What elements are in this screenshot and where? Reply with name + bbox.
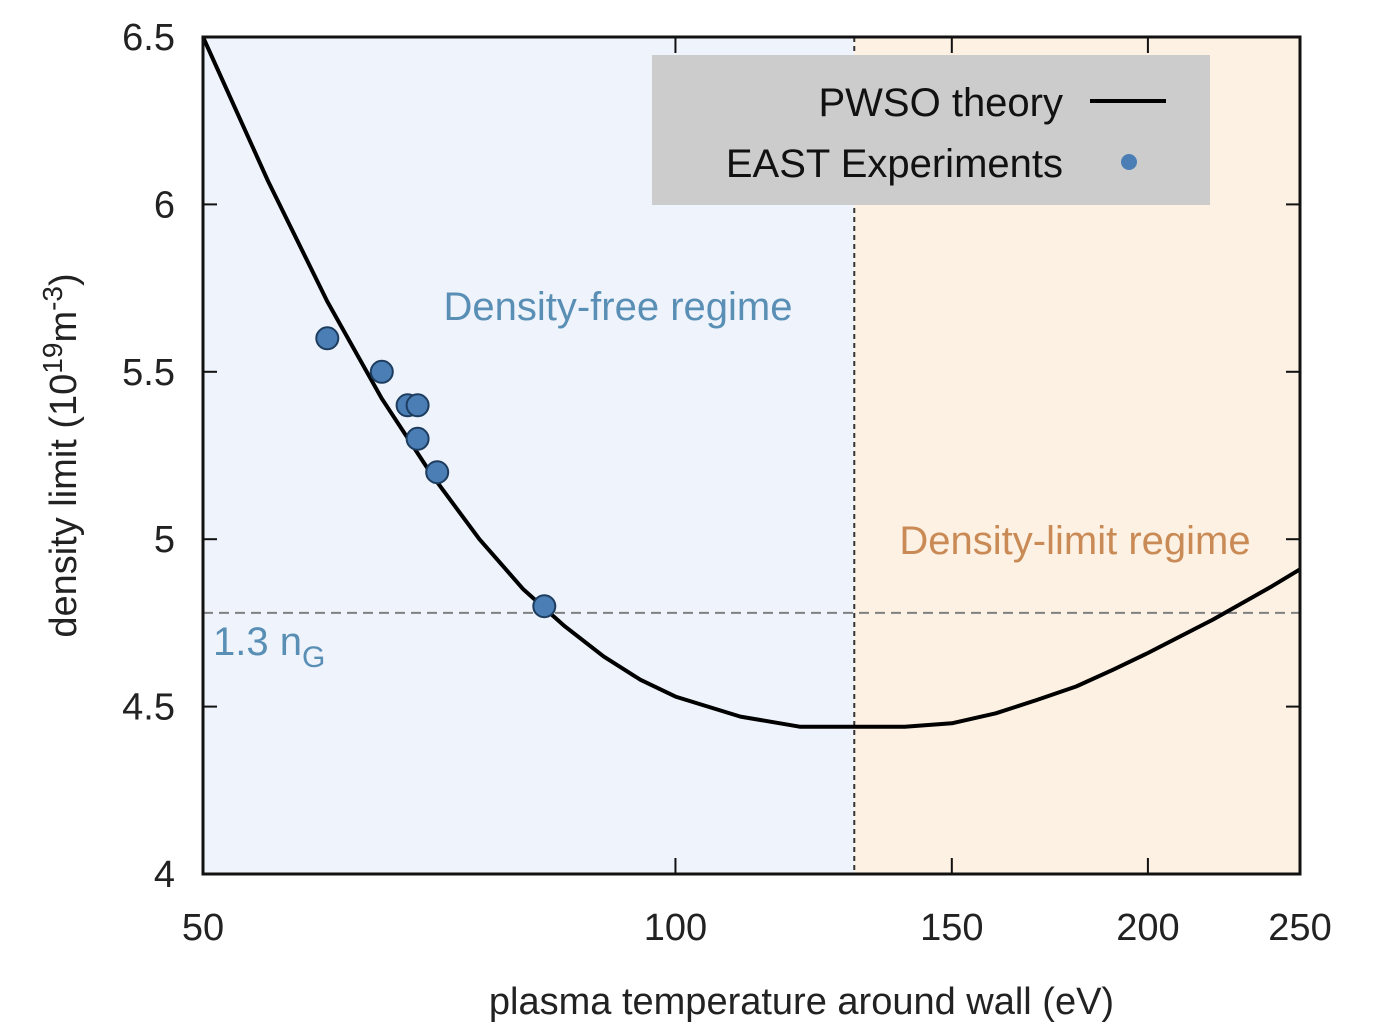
y-axis-label-end: ) [43, 273, 85, 286]
east-experiment-point [315, 326, 340, 351]
x-tick-label: 50 [182, 907, 224, 949]
legend-label-pwso: PWSO theory [818, 81, 1063, 125]
east-experiment-point [405, 393, 430, 418]
east-experiment-point [405, 426, 430, 451]
y-axis-label-sup2: -3 [37, 286, 68, 311]
ticks-layer: 4 4.5 5 5.5 6 6.5 50 100 150 200 250 [122, 17, 1332, 949]
density-free-regime-label: Density-free regime [443, 285, 792, 329]
hline-label: 1.3 nG [213, 620, 325, 674]
y-tick-label: 4 [154, 854, 175, 896]
plot-frame [201, 35, 1302, 876]
pwso-theory-line [201, 36, 1302, 729]
x-tick-label: 150 [920, 907, 983, 949]
y-axis-label-sup1: 19 [37, 343, 68, 374]
density-limit-regime-label: Density-limit regime [899, 519, 1250, 563]
legend-label-east: EAST Experiments [726, 142, 1063, 186]
legend: PWSO theory EAST Experiments [652, 55, 1210, 205]
y-axis-label-main: density limit (10 [43, 374, 85, 638]
y-axis-label-mid: m [43, 311, 85, 343]
series-layer [201, 36, 1302, 729]
east-experiment-point [425, 460, 450, 485]
east-experiment-point [532, 594, 557, 619]
x-tick-label: 200 [1116, 907, 1179, 949]
x-tick-label: 100 [644, 907, 707, 949]
legend-box [652, 55, 1210, 205]
east-experiment-point [369, 359, 394, 384]
x-axis-label: plasma temperature around wall (eV) [489, 981, 1114, 1023]
legend-dot-swatch [1121, 154, 1137, 170]
hline-label-sub: G [302, 641, 325, 674]
y-tick-label: 4.5 [122, 687, 175, 729]
y-tick-label: 6 [154, 184, 175, 226]
y-axis-label: density limit (1019m-3) [37, 273, 85, 637]
y-tick-label: 5.5 [122, 352, 175, 394]
x-tick-label: 250 [1268, 907, 1331, 949]
y-tick-label: 6.5 [122, 17, 175, 59]
hline-label-main: 1.3 n [213, 620, 302, 664]
y-tick-label: 5 [154, 519, 175, 561]
